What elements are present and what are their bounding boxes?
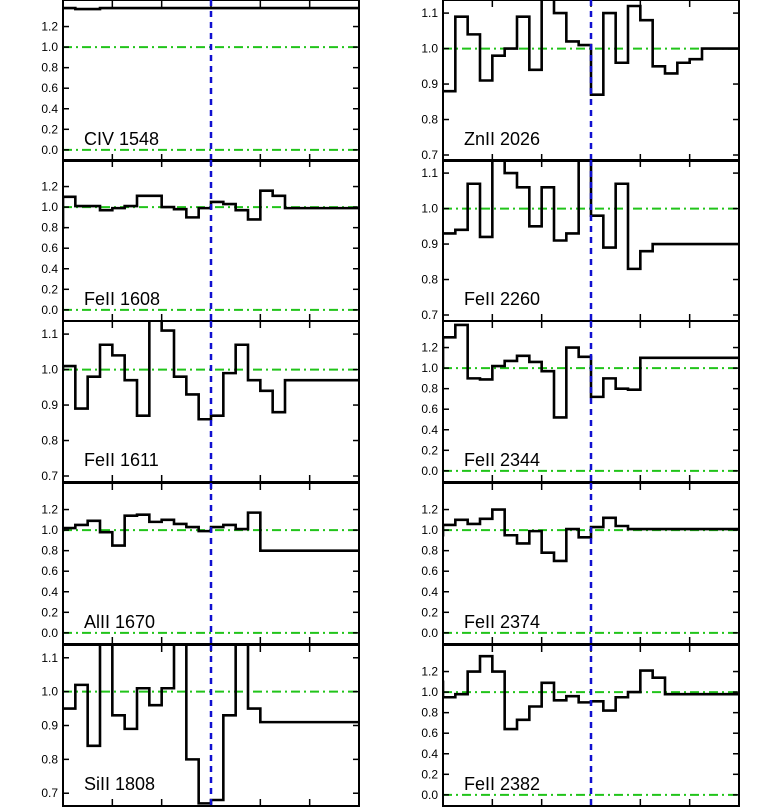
y-tick-label: 0.2	[421, 605, 438, 619]
spectrum-series	[63, 189, 359, 229]
panel-label: FeII 1608	[84, 289, 160, 309]
panel-label: CIV 1548	[84, 129, 159, 149]
panel-alii-1670: 0.0 0.2 0.4 0.6 0.8 1.0 1.2 AlII 1670	[41, 482, 360, 645]
spectrum-series	[63, 321, 359, 421]
y-tick-label: 0.4	[421, 585, 438, 599]
panel-label: FeII 1611	[84, 450, 159, 470]
panel-znii-2026: 0.7 0.8 0.9 1.0 1.1 ZnII 2026	[421, 0, 740, 162]
y-tick-label: 1.0	[421, 42, 438, 56]
y-tick-label: 0.7	[421, 308, 438, 322]
y-tick-label: 0.8	[41, 752, 58, 766]
y-tick-label: 0.8	[421, 273, 438, 287]
y-tick-label: 1.2	[421, 665, 438, 679]
spectrum-series	[443, 654, 739, 731]
y-tick-label: 0.8	[421, 544, 438, 558]
y-tick-label: 0.9	[421, 77, 438, 91]
y-tick-label: 0.2	[41, 122, 58, 136]
y-tick-label: 0.4	[41, 102, 58, 116]
y-tick-label: 0.9	[421, 237, 438, 251]
y-tick-label: 1.2	[41, 503, 58, 517]
y-tick-label: 0.2	[41, 605, 58, 619]
y-tick-label: 1.2	[421, 503, 438, 517]
y-tick-label: 0.6	[41, 81, 58, 95]
y-tick-label: 0.7	[421, 148, 438, 162]
y-tick-label: 0.0	[41, 143, 58, 157]
panel-feii-1611: 0.7 0.8 0.9 1.0 1.1 FeII 1611	[41, 320, 360, 483]
panel-feii-2374: 0.0 0.2 0.4 0.6 0.8 1.0 1.2 FeII 2374	[421, 482, 740, 645]
y-tick-label: 0.4	[41, 585, 58, 599]
y-tick-label: 0.9	[41, 719, 58, 733]
y-tick-label: 0.9	[41, 398, 58, 412]
y-tick-label: 1.1	[41, 327, 58, 341]
spectrum-series	[63, 645, 359, 805]
y-tick-label: 0.0	[421, 464, 438, 478]
y-tick-label: 0.8	[41, 61, 58, 75]
y-tick-label: 0.2	[421, 767, 438, 781]
y-tick-label: 0.8	[421, 382, 438, 396]
y-tick-label: 0.6	[41, 564, 58, 578]
y-tick-label: 0.0	[421, 788, 438, 802]
y-tick-label: 1.0	[41, 523, 58, 537]
panel-label: FeII 2344	[464, 450, 540, 470]
y-tick-label: 0.6	[41, 241, 58, 255]
y-tick-label: 0.8	[421, 706, 438, 720]
spectrum-series	[443, 160, 739, 271]
y-tick-label: 1.0	[41, 363, 58, 377]
spectrum-series	[443, 323, 739, 419]
y-tick-label: 0.8	[41, 221, 58, 235]
y-tick-label: 0.0	[421, 626, 438, 640]
y-tick-label: 1.0	[41, 685, 58, 699]
panel-feii-2260: 0.7 0.8 0.9 1.0 1.1 FeII 2260	[421, 159, 740, 322]
panel-label: FeII 2260	[464, 289, 540, 309]
y-tick-label: 0.2	[421, 443, 438, 457]
y-tick-label: 0.6	[421, 402, 438, 416]
y-tick-label: 0.8	[41, 544, 58, 558]
y-tick-label: 0.0	[41, 626, 58, 640]
panel-label: ZnII 2026	[464, 129, 540, 149]
y-tick-label: 1.0	[41, 200, 58, 214]
y-tick-label: 1.0	[421, 523, 438, 537]
y-tick-label: 1.1	[421, 6, 438, 20]
y-tick-label: 1.2	[421, 341, 438, 355]
y-tick-label: 0.7	[41, 469, 58, 483]
y-tick-label: 0.8	[41, 434, 58, 448]
y-tick-label: 0.4	[421, 747, 438, 761]
y-tick-label: 0.0	[41, 303, 58, 317]
y-tick-label: 1.0	[421, 685, 438, 699]
y-tick-label: 0.4	[41, 262, 58, 276]
panel-feii-1608: 0.0 0.2 0.4 0.6 0.8 1.0 1.2 FeII 1608	[41, 159, 360, 322]
spectrum-series	[63, 511, 359, 552]
y-tick-label: 1.1	[421, 166, 438, 180]
y-tick-label: 1.0	[41, 40, 58, 54]
y-tick-label: 1.2	[41, 20, 58, 34]
panel-label: AlII 1670	[84, 612, 155, 632]
spectrum-series	[443, 508, 739, 563]
y-tick-label: 0.6	[421, 726, 438, 740]
y-tick-label: 0.7	[41, 786, 58, 800]
y-tick-label: 0.2	[41, 282, 58, 296]
y-tick-label: 1.2	[41, 180, 58, 194]
y-tick-label: 1.0	[421, 202, 438, 216]
y-tick-label: 1.0	[421, 361, 438, 375]
y-tick-label: 0.8	[421, 113, 438, 127]
spectrum-series	[63, 6, 359, 11]
panel-label: FeII 2382	[464, 774, 540, 794]
panel-label: FeII 2374	[464, 612, 540, 632]
y-tick-label: 1.1	[41, 651, 58, 665]
y-tick-label: 0.4	[421, 423, 438, 437]
y-tick-label: 0.6	[421, 564, 438, 578]
panel-feii-2344: 0.0 0.2 0.4 0.6 0.8 1.0 1.2 FeII 2344	[421, 320, 740, 483]
panel-label: SiII 1808	[84, 774, 155, 794]
panel-civ-1548: 0.0 0.2 0.4 0.6 0.8 1.0 1.2 CIV 1548	[41, 0, 360, 162]
spectrum-series	[443, 0, 739, 96]
